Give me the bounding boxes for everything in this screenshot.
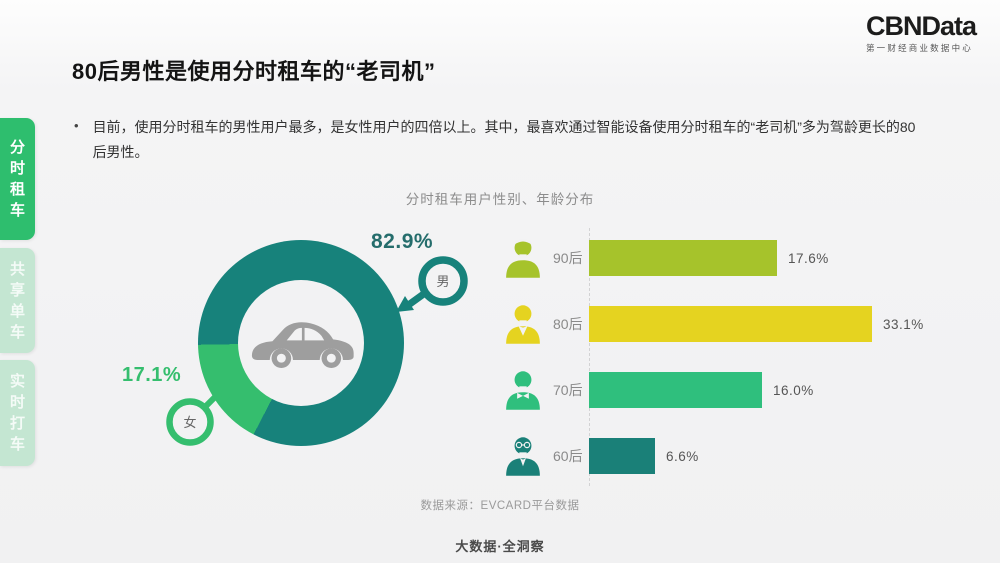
person-60s-icon (501, 431, 545, 481)
bar-row-70s: 70后 16.0% (501, 364, 981, 416)
sidebar-tab-timeshare-rental[interactable]: 分时租车 (0, 118, 35, 240)
male-percent-label: 82.9% (371, 230, 434, 253)
bar-90s (589, 240, 777, 276)
sidebar-tab-label: 实时打车 (9, 373, 25, 453)
bar-60s (589, 438, 655, 474)
car-icon (251, 322, 354, 368)
bullet-dot-icon: • (74, 118, 79, 133)
bar-70s (589, 372, 762, 408)
female-percent-label: 17.1% (122, 364, 182, 386)
donut-hole (238, 280, 364, 406)
bar-row-90s: 90后 17.6% (501, 232, 981, 284)
bar-80s (589, 306, 872, 342)
bar-axis-line (589, 228, 590, 486)
bar-row-80s: 80后 33.1% (501, 298, 981, 350)
chart-title: 分时租车用户性别、年龄分布 (405, 192, 595, 207)
bar-track: 17.6% (589, 232, 829, 284)
data-source: 数据来源：EVCARD平台数据 (420, 500, 580, 512)
cbndata-logo: CBNData 第一财经商业数据中心 (865, 11, 977, 54)
bar-category-label: 80后 (553, 316, 583, 332)
page-title: 80后男性是使用分时租车的“老司机” (72, 59, 436, 84)
bar-value-label: 16.0% (773, 382, 814, 398)
male-symbol-icon: 男 (396, 256, 468, 312)
bar-track: 16.0% (589, 364, 814, 416)
age-bar-chart: 90后 17.6% 80后 33.1% (501, 228, 981, 496)
bar-value-label: 33.1% (883, 316, 924, 332)
sidebar-tab-label: 共享单车 (9, 260, 25, 341)
bar-value-label: 6.6% (666, 448, 699, 464)
bar-row-60s: 60后 6.6% (501, 430, 981, 482)
person-90s-icon (501, 233, 545, 283)
person-80s-icon (501, 299, 545, 349)
sidebar-tab-label: 分时租车 (9, 139, 25, 219)
male-symbol-label: 男 (436, 274, 449, 289)
bullet-paragraph: • 目前，使用分时租车的男性用户最多，是女性用户的四倍以上。其中，最喜欢通过智能… (74, 115, 922, 164)
sidebar-tab-bike-sharing[interactable]: 共享单车 (0, 248, 35, 353)
logo-text: CBNData (865, 11, 977, 41)
female-symbol-icon: 女 (166, 378, 234, 446)
bar-track: 33.1% (589, 298, 924, 350)
bullet-text: 目前，使用分时租车的男性用户最多，是女性用户的四倍以上。其中，最喜欢通过智能设备… (92, 119, 916, 160)
female-symbol-label: 女 (183, 415, 196, 430)
person-70s-icon (501, 365, 545, 415)
bar-value-label: 17.6% (788, 250, 829, 266)
bar-track: 6.6% (589, 430, 699, 482)
bar-category-label: 90后 (553, 250, 583, 266)
bar-category-label: 60后 (553, 448, 583, 464)
bar-category-label: 70后 (553, 382, 583, 398)
footer-tagline: 大数据·全洞察 (455, 539, 545, 554)
sidebar-tab-ride-hailing[interactable]: 实时打车 (0, 360, 35, 466)
logo-subtitle: 第一财经商业数据中心 (865, 43, 973, 54)
donut-chart (198, 240, 404, 446)
